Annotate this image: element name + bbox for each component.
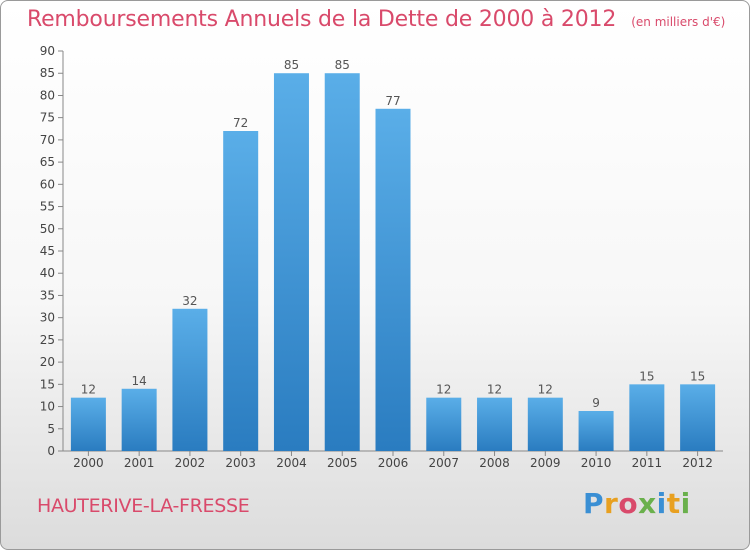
bar xyxy=(527,397,563,451)
x-tick-label: 2002 xyxy=(175,456,206,470)
bar xyxy=(375,108,411,452)
y-tick-label: 70 xyxy=(40,133,55,147)
data-label: 12 xyxy=(436,383,451,397)
x-tick-label: 2009 xyxy=(530,456,561,470)
brand-letter: o xyxy=(618,487,639,520)
y-tick-label: 25 xyxy=(40,333,55,347)
data-label: 12 xyxy=(538,383,553,397)
chart-title: Remboursements Annuels de la Dette de 20… xyxy=(27,7,617,32)
bar xyxy=(629,384,665,451)
bar xyxy=(680,384,716,451)
x-tick-label: 2005 xyxy=(327,456,358,470)
x-tick-label: 2000 xyxy=(73,456,104,470)
y-tick-label: 45 xyxy=(40,244,55,258)
data-label: 85 xyxy=(335,58,350,72)
data-label: 15 xyxy=(690,369,705,383)
data-label: 15 xyxy=(639,369,654,383)
brand-logo: Proxiti xyxy=(583,487,691,520)
brand-letter: r xyxy=(604,487,619,520)
y-tick-label: 65 xyxy=(40,155,55,169)
location-name: HAUTERIVE-LA-FRESSE xyxy=(37,495,250,517)
x-tick-label: 2012 xyxy=(682,456,713,470)
y-tick-label: 50 xyxy=(40,222,55,236)
x-tick-label: 2006 xyxy=(378,456,409,470)
y-tick-label: 40 xyxy=(40,266,55,280)
data-label: 72 xyxy=(233,116,248,130)
y-tick-label: 75 xyxy=(40,111,55,125)
x-tick-label: 2010 xyxy=(581,456,612,470)
data-label: 12 xyxy=(487,383,502,397)
x-tick-label: 2003 xyxy=(225,456,256,470)
y-tick-label: 20 xyxy=(40,355,55,369)
x-tick-label: 2001 xyxy=(124,456,155,470)
y-tick-label: 90 xyxy=(40,44,55,58)
brand-letter: t xyxy=(666,487,681,520)
y-tick-label: 80 xyxy=(40,88,55,102)
chart-unit-note: (en milliers d'€) xyxy=(631,15,726,29)
y-tick-label: 85 xyxy=(40,66,55,80)
y-tick-label: 15 xyxy=(40,377,55,391)
y-tick-label: 30 xyxy=(40,311,55,325)
y-tick-label: 0 xyxy=(47,444,55,458)
brand-letter: x xyxy=(638,487,657,520)
bar xyxy=(172,308,208,451)
y-tick-label: 35 xyxy=(40,288,55,302)
data-label: 85 xyxy=(284,58,299,72)
y-tick-label: 60 xyxy=(40,177,55,191)
y-tick-label: 5 xyxy=(47,422,55,436)
bar xyxy=(426,397,462,451)
bar xyxy=(477,397,513,451)
bar xyxy=(273,73,309,451)
bar xyxy=(324,73,360,451)
brand-letter: i xyxy=(680,487,691,520)
brand-letter: P xyxy=(583,487,605,520)
bar xyxy=(70,397,106,451)
x-tick-label: 2011 xyxy=(632,456,663,470)
data-label: 32 xyxy=(182,294,197,308)
x-tick-label: 2007 xyxy=(428,456,459,470)
bar xyxy=(121,388,157,451)
bar xyxy=(578,411,614,451)
data-label: 9 xyxy=(592,396,600,410)
data-label: 14 xyxy=(132,374,147,388)
bar xyxy=(223,131,259,451)
data-label: 77 xyxy=(385,94,400,108)
chart-title-row: Remboursements Annuels de la Dette de 20… xyxy=(27,7,725,32)
y-tick-label: 10 xyxy=(40,400,55,414)
brand-letter: i xyxy=(656,487,667,520)
y-tick-label: 55 xyxy=(40,200,55,214)
x-tick-label: 2008 xyxy=(479,456,510,470)
x-tick-label: 2004 xyxy=(276,456,307,470)
data-label: 12 xyxy=(81,383,96,397)
